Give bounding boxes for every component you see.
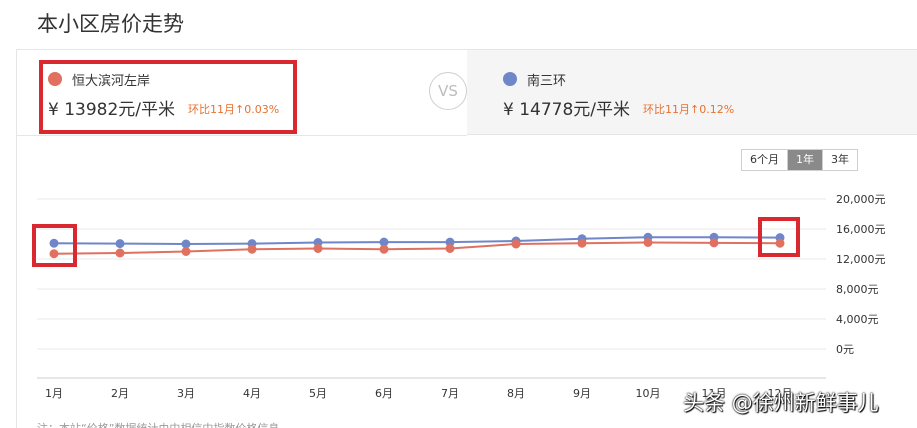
community-price: ¥ 13982元/平米 xyxy=(48,100,176,120)
x-tick-label: 9月 xyxy=(573,387,591,400)
page-title: 本小区房价走势 xyxy=(37,12,184,36)
y-tick-label: 8,000元 xyxy=(836,283,879,296)
highlight-box-december xyxy=(758,217,800,257)
area-price-card[interactable]: 南三环 ¥ 14778元/平米 环比11月↑0.12% xyxy=(467,50,917,135)
series-point[interactable] xyxy=(115,248,125,258)
range-button-0[interactable]: 6个月 xyxy=(742,150,788,170)
x-tick-label: 5月 xyxy=(309,387,327,400)
area-price-change: 环比11月↑0.12% xyxy=(643,103,735,116)
area-legend-dot xyxy=(503,72,517,86)
series-point[interactable] xyxy=(445,244,455,253)
highlight-box-january xyxy=(32,224,77,267)
x-tick-label: 11月 xyxy=(702,387,727,400)
community-price-card[interactable]: 恒大滨河左岸 ¥ 13982元/平米 环比11月↑0.03% xyxy=(17,50,467,135)
chart-frame xyxy=(16,135,917,428)
series-point[interactable] xyxy=(379,244,389,254)
highlight-box-community xyxy=(39,60,297,134)
vs-badge: VS xyxy=(429,72,467,110)
x-tick-label: 2月 xyxy=(111,387,129,400)
series-point[interactable] xyxy=(49,238,59,248)
series-line xyxy=(53,241,781,255)
community-name: 恒大滨河左岸 xyxy=(72,74,151,89)
x-tick-label: 1月 xyxy=(45,387,63,400)
area-name: 南三环 xyxy=(527,74,567,89)
series-point[interactable] xyxy=(577,238,587,248)
time-range-selector: 6个月 1年 3年 xyxy=(741,149,858,171)
x-tick-label: 4月 xyxy=(243,387,261,400)
series-point[interactable] xyxy=(181,247,191,256)
series-point[interactable] xyxy=(709,238,719,248)
series-point[interactable] xyxy=(247,244,257,254)
series-line xyxy=(53,236,781,246)
series-point[interactable] xyxy=(775,238,785,248)
divider xyxy=(17,135,467,136)
x-tick-label: 10月 xyxy=(636,387,661,400)
x-tick-label: 3月 xyxy=(177,387,195,400)
y-tick-label: 0元 xyxy=(836,343,854,356)
y-tick-label: 20,000元 xyxy=(836,193,886,206)
y-tick-label: 16,000元 xyxy=(836,223,886,236)
series-point[interactable] xyxy=(181,239,191,249)
series-point[interactable] xyxy=(445,237,455,247)
area-price: ¥ 14778元/平米 xyxy=(503,100,631,120)
series-point[interactable] xyxy=(115,239,125,249)
x-tick-label: 8月 xyxy=(507,387,525,400)
community-legend-dot xyxy=(48,72,62,86)
x-tick-label: 7月 xyxy=(441,387,459,400)
series-point[interactable] xyxy=(379,237,389,247)
x-tick-label: 12月 xyxy=(768,387,793,400)
series-point[interactable] xyxy=(643,238,653,247)
chart-footnote: 注：本站“价格”数据统计由中相信中指数价格信息 xyxy=(37,420,279,428)
y-tick-label: 12,000元 xyxy=(836,253,886,266)
range-button-2[interactable]: 3年 xyxy=(831,153,849,166)
y-tick-label: 4,000元 xyxy=(836,313,879,326)
price-compare-panel: 恒大滨河左岸 ¥ 13982元/平米 环比11月↑0.03% 南三环 ¥ 147… xyxy=(16,49,917,136)
community-price-change: 环比11月↑0.03% xyxy=(188,103,280,116)
series-point[interactable] xyxy=(511,239,521,249)
range-button-1[interactable]: 1年 xyxy=(788,150,823,170)
x-tick-label: 6月 xyxy=(375,387,393,400)
watermark-text: 头条 @徐州新鲜事儿 xyxy=(683,391,879,415)
series-point[interactable] xyxy=(313,244,323,253)
series-point[interactable] xyxy=(49,249,59,259)
